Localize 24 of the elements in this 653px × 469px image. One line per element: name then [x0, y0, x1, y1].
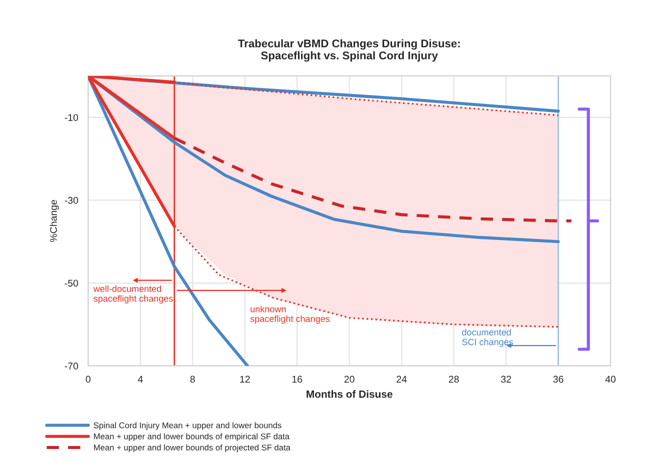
y-tick-label: -50 [64, 280, 78, 287]
y-axis-title: %Change [50, 200, 59, 242]
x-tick-label: 24 [396, 376, 407, 383]
legend-label: Mean + upper and lower bounds of empirical SF data [94, 433, 290, 442]
y-tick-label: -30 [64, 196, 78, 204]
x-tick-label: 8 [190, 376, 195, 383]
annotation: documented SCI changes [462, 328, 514, 347]
x-tick-label: 28 [448, 376, 459, 383]
chart-title: Trabecular vBMD Changes During Disuse: Spaceflight vs. Spinal Cord Injury [238, 39, 460, 62]
annotation: well-documented spaceflight changes [93, 285, 173, 304]
x-tick-label: 4 [138, 376, 143, 383]
annotation: unknown spaceflight changes [250, 306, 330, 324]
y-tick-label: -10 [64, 114, 78, 122]
x-tick-label: 40 [605, 376, 616, 383]
x-tick-label: 20 [344, 376, 354, 383]
x-tick-label: 0 [86, 376, 90, 383]
x-tick-label: 16 [292, 376, 302, 383]
x-axis-title: Months of Disuse [306, 390, 392, 398]
x-tick-label: 12 [240, 376, 250, 383]
x-tick-label: 32 [501, 376, 511, 383]
legend-label: Mean + upper and lower bounds of projected SF data [94, 444, 290, 452]
x-tick-label: 36 [553, 376, 564, 383]
y-tick-label: -70 [64, 362, 78, 370]
legend-label: Spinal Cord Injury Mean + upper and lower bounds [94, 422, 282, 430]
